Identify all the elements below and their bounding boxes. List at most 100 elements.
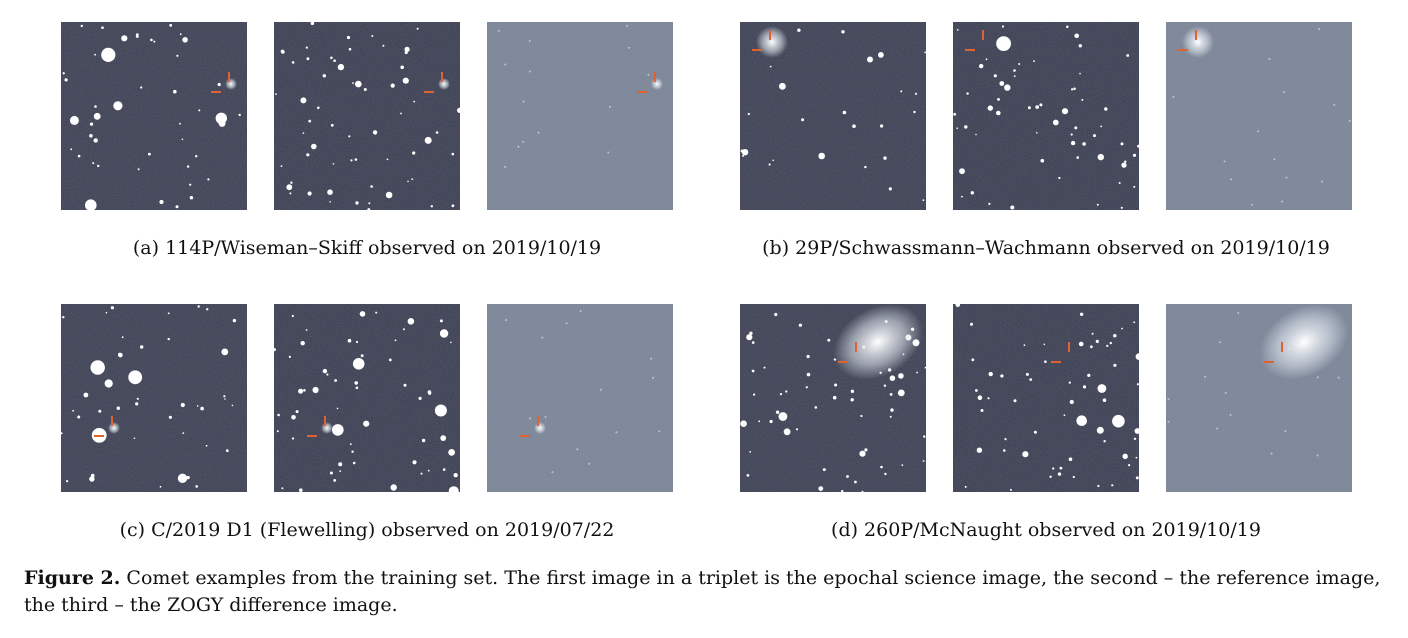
star-point (747, 112, 750, 116)
star-point (1091, 332, 1094, 335)
star-point (66, 480, 69, 483)
image-noise (61, 22, 247, 210)
star-point (880, 124, 884, 128)
star-point (290, 181, 293, 184)
star-point (113, 101, 123, 111)
comet-marker (965, 30, 984, 51)
star-point (980, 409, 984, 412)
star-point (307, 191, 312, 196)
star-point (322, 74, 326, 78)
star-point (889, 415, 892, 418)
star-point (922, 460, 925, 462)
star-point (136, 33, 139, 36)
star-point (783, 428, 791, 436)
star-point (118, 352, 121, 356)
star-point (846, 475, 849, 478)
star-point (1118, 182, 1121, 184)
star-point (148, 152, 151, 156)
star-point (841, 30, 845, 34)
star-point (999, 81, 1005, 86)
star-point (1078, 44, 1082, 48)
star-point (274, 348, 276, 352)
star-point (1072, 475, 1075, 479)
star-point (327, 189, 333, 195)
star-point (280, 165, 283, 168)
residual-point (1216, 427, 1219, 430)
star-point (1103, 440, 1106, 443)
star-point (346, 35, 351, 40)
comet-coma (651, 78, 663, 90)
star-point (348, 135, 351, 138)
star-point (359, 311, 366, 317)
star-point (795, 428, 799, 431)
star-point (355, 201, 359, 205)
star-point (841, 489, 844, 492)
star-point (860, 414, 863, 418)
residual-point (600, 388, 602, 391)
star-point (305, 46, 308, 49)
star-point (137, 168, 140, 171)
star-point (94, 105, 97, 108)
star-point (136, 397, 139, 400)
star-point (1135, 456, 1138, 459)
science-image (61, 304, 247, 492)
subcaption-c: (c) C/2019 D1 (Flewelling) observed on 2… (119, 519, 615, 541)
star-point (385, 191, 393, 199)
star-point (900, 90, 903, 93)
star-point (1013, 69, 1016, 72)
star-point (177, 473, 188, 483)
star-point (322, 368, 328, 374)
star-point (225, 449, 229, 452)
science-image (740, 22, 926, 210)
difference-image (487, 304, 673, 492)
star-point (306, 57, 310, 61)
star-point (168, 415, 172, 419)
star-point (818, 152, 825, 160)
comet-marker (1178, 30, 1197, 51)
star-point (167, 312, 170, 315)
star-point (1134, 428, 1139, 434)
subcaption-d: (d) 260P/McNaught observed on 2019/10/19 (831, 519, 1261, 541)
star-point (1112, 414, 1125, 428)
star-point (890, 408, 894, 412)
star-point (1124, 160, 1127, 163)
star-point (70, 148, 73, 151)
star-point (916, 371, 918, 374)
star-point (351, 450, 354, 453)
star-point (1097, 484, 1100, 488)
star-point (996, 36, 1011, 51)
star-point (326, 373, 329, 376)
star-point (742, 154, 744, 157)
residual-point (1318, 28, 1321, 31)
residual-point (1270, 452, 1273, 455)
star-point (1135, 353, 1139, 360)
residual-point (1167, 420, 1170, 423)
star-point (140, 345, 144, 349)
star-point (1079, 312, 1084, 316)
star-point (298, 388, 304, 394)
star-point (388, 358, 392, 362)
star-point (1036, 132, 1038, 134)
star-point (150, 38, 153, 42)
star-point (390, 484, 397, 491)
star-point (205, 444, 208, 447)
difference-image (1166, 304, 1352, 492)
star-point (98, 409, 102, 413)
star-point (218, 120, 226, 127)
star-point (1049, 475, 1052, 478)
reference-image (274, 304, 460, 492)
star-point (153, 40, 156, 43)
star-point (768, 163, 771, 166)
star-point (975, 133, 977, 136)
star-point (330, 56, 333, 60)
residual-point (1237, 311, 1240, 314)
star-point (758, 420, 761, 423)
star-point (418, 396, 422, 400)
star-point (1000, 374, 1004, 378)
image-noise (487, 304, 673, 492)
star-point (305, 329, 308, 331)
star-point (1106, 344, 1109, 347)
image-noise (61, 304, 247, 492)
star-point (878, 52, 884, 58)
star-point (1063, 414, 1066, 417)
